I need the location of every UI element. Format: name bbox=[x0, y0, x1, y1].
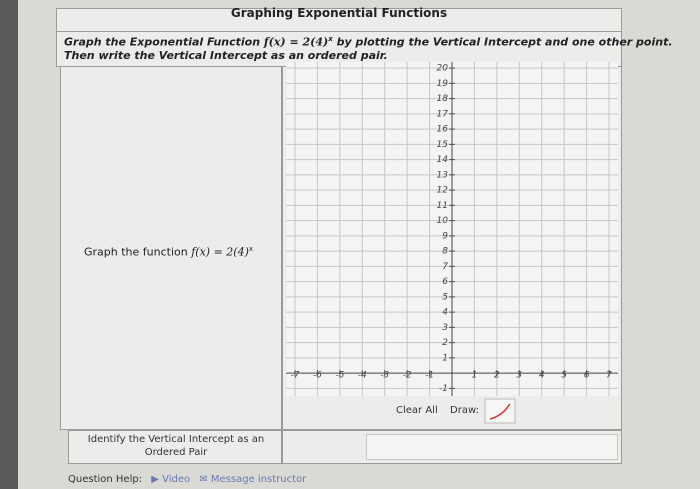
message-link[interactable]: ✉ Message instructor bbox=[199, 474, 307, 485]
instruction-exp: x bbox=[328, 35, 333, 43]
y-tick-label: 11 bbox=[437, 201, 448, 211]
y-tick-label: 10 bbox=[437, 216, 449, 226]
y-tick-label: 9 bbox=[442, 231, 448, 241]
x-tick-label: -2 bbox=[403, 371, 412, 381]
instruction-func: f(x) = 2(4) bbox=[263, 35, 329, 49]
y-tick-label: 18 bbox=[437, 94, 449, 104]
answer-cell bbox=[68, 430, 282, 464]
y-tick-label: 20 bbox=[437, 64, 449, 74]
y-tick-label: 15 bbox=[437, 140, 449, 150]
x-tick-label: -6 bbox=[313, 371, 322, 381]
y-tick-label: 12 bbox=[437, 186, 449, 196]
y-tick-label: -1 bbox=[439, 384, 448, 394]
instruction-cell bbox=[56, 31, 622, 67]
graph: -7 -6 -5 -4 -3 -2 -1 1 2 3 4 5 6 7-112345678910111213… bbox=[286, 62, 618, 396]
y-tick-label: 3 bbox=[442, 323, 448, 333]
y-tick-label: 6 bbox=[442, 277, 448, 287]
prompt-text: Graph the function bbox=[84, 245, 188, 259]
help-label: Question Help: bbox=[68, 474, 143, 485]
x-tick-label: -3 bbox=[380, 371, 389, 381]
y-tick-label: 19 bbox=[437, 79, 449, 89]
x-tick-label: 5 bbox=[561, 371, 567, 381]
y-tick-label: 7 bbox=[442, 262, 448, 272]
prompt-cell bbox=[60, 66, 282, 430]
answer-input[interactable] bbox=[366, 434, 618, 460]
instruction-lead: Graph the Exponential Function bbox=[64, 35, 261, 49]
draw-label: Draw: bbox=[450, 405, 479, 416]
x-tick-label: -1 bbox=[425, 371, 434, 381]
x-tick-label: 1 bbox=[472, 371, 478, 381]
y-tick-label: 14 bbox=[437, 155, 449, 165]
instruction-rest: by plotting the Vertical Intercept and o… bbox=[336, 35, 673, 49]
y-tick-label: 5 bbox=[442, 292, 448, 302]
x-tick-label: -5 bbox=[335, 371, 344, 381]
y-tick-label: 4 bbox=[442, 308, 448, 318]
message-text: Message instructor bbox=[210, 474, 307, 485]
prompt: Graph the function f(x) = 2(4)x bbox=[84, 245, 253, 259]
y-tick-label: 16 bbox=[437, 125, 449, 135]
y-tick-label: 1 bbox=[442, 353, 448, 363]
instruction-line2: Then write the Vertical Intercept as an … bbox=[64, 48, 388, 62]
y-tick-label: 8 bbox=[442, 247, 448, 257]
clear-button[interactable]: Clear All bbox=[396, 405, 438, 416]
draw-tool[interactable] bbox=[484, 398, 516, 424]
help-bar: Question Help: ▶ Video ✉ Message instruc… bbox=[68, 474, 306, 485]
x-tick-label: 7 bbox=[606, 371, 612, 381]
prompt-exp: x bbox=[248, 245, 254, 253]
title: Graphing Exponential Functions bbox=[230, 6, 448, 20]
instruction: Graph the Exponential Function f(x) = 2(… bbox=[64, 35, 673, 62]
y-tick-label: 17 bbox=[437, 109, 449, 119]
x-tick-label: 3 bbox=[516, 371, 522, 381]
answer-label: Identify the Vertical Intercept as an Or… bbox=[87, 434, 265, 458]
bezel bbox=[0, 0, 18, 489]
x-tick-label: -7 bbox=[290, 371, 299, 381]
y-tick-label: 2 bbox=[442, 338, 448, 348]
x-tick-label: 4 bbox=[539, 371, 545, 381]
x-tick-label: 2 bbox=[494, 371, 500, 381]
y-tick-label: 13 bbox=[437, 170, 449, 180]
prompt-func: f(x) = 2(4) bbox=[191, 245, 249, 259]
x-tick-label: 6 bbox=[584, 371, 590, 381]
video-link[interactable]: ▶ Video bbox=[151, 474, 191, 485]
video-text: Video bbox=[162, 474, 191, 485]
x-tick-label: -4 bbox=[358, 371, 367, 381]
